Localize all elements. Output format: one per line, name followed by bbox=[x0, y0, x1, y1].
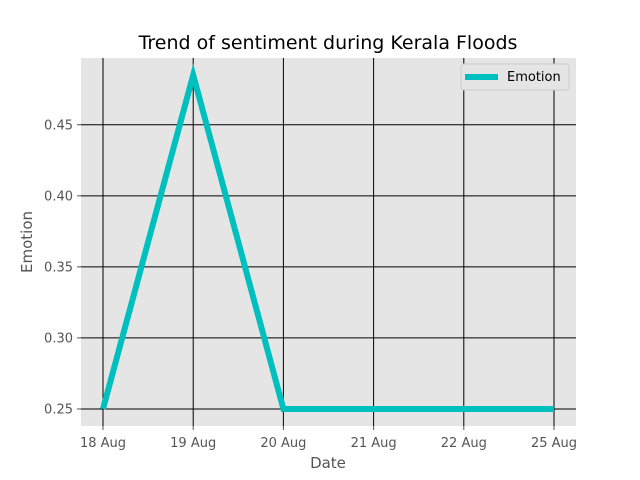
x-tick-label: 22 Aug bbox=[441, 436, 487, 451]
series-group bbox=[100, 63, 554, 412]
plot-area bbox=[81, 58, 576, 426]
legend-label: Emotion bbox=[507, 70, 561, 85]
x-tick-label: 18 Aug bbox=[80, 436, 126, 451]
y-tick-label: 0.35 bbox=[44, 260, 73, 275]
x-tick-label: 25 Aug bbox=[531, 436, 577, 451]
legend: Emotion bbox=[460, 63, 570, 91]
y-tick-label: 0.25 bbox=[44, 402, 73, 417]
y-tick-label: 0.45 bbox=[44, 118, 73, 133]
x-tick-label: 21 Aug bbox=[351, 436, 397, 451]
legend-box bbox=[460, 63, 570, 91]
y-tick-label: 0.40 bbox=[44, 189, 73, 204]
y-axis-ticks: 0.25 0.30 0.35 0.40 0.45 bbox=[44, 118, 81, 417]
y-axis-label: Emotion bbox=[18, 211, 36, 273]
series-line-emotion bbox=[100, 63, 554, 412]
chart-title: Trend of sentiment during Kerala Floods bbox=[138, 32, 518, 54]
x-axis-label: Date bbox=[310, 454, 346, 472]
y-tick-label: 0.30 bbox=[44, 331, 73, 346]
x-tick-label: 19 Aug bbox=[170, 436, 216, 451]
x-axis-ticks: 18 Aug 19 Aug 20 Aug 21 Aug 22 Aug 25 Aug bbox=[80, 426, 577, 451]
x-tick-label: 20 Aug bbox=[260, 436, 306, 451]
